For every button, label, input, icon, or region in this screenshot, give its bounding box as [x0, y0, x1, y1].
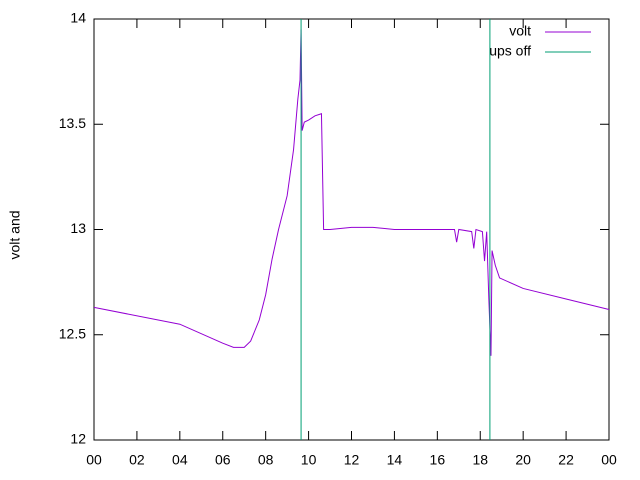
x-tick-label: 02 [129, 452, 145, 468]
x-tick-label: 04 [172, 452, 188, 468]
y-axis-label: volt and [7, 210, 23, 259]
x-tick-label: 14 [387, 452, 403, 468]
y-tick-label: 12.5 [59, 325, 86, 341]
x-tick-label: 16 [430, 452, 446, 468]
legend-label: ups off [489, 43, 531, 59]
x-tick-label: 10 [301, 452, 317, 468]
line-series [93, 29, 610, 356]
y-tick-label: 12 [70, 431, 86, 447]
plot-frame [93, 18, 610, 441]
legend-label: volt [509, 23, 531, 39]
x-tick-label: 00 [86, 452, 102, 468]
x-tick-label: 18 [472, 452, 488, 468]
y-tick-label: 13.5 [59, 115, 86, 131]
y-tick-label: 13 [70, 220, 86, 236]
x-tick-label: 20 [515, 452, 531, 468]
x-tick-label: 12 [344, 452, 360, 468]
x-tick-label: 06 [215, 452, 231, 468]
y-tick-label: 14 [70, 10, 86, 26]
x-tick-label: 08 [258, 452, 274, 468]
x-tick-label: 00 [601, 452, 617, 468]
x-tick-label: 22 [558, 452, 574, 468]
